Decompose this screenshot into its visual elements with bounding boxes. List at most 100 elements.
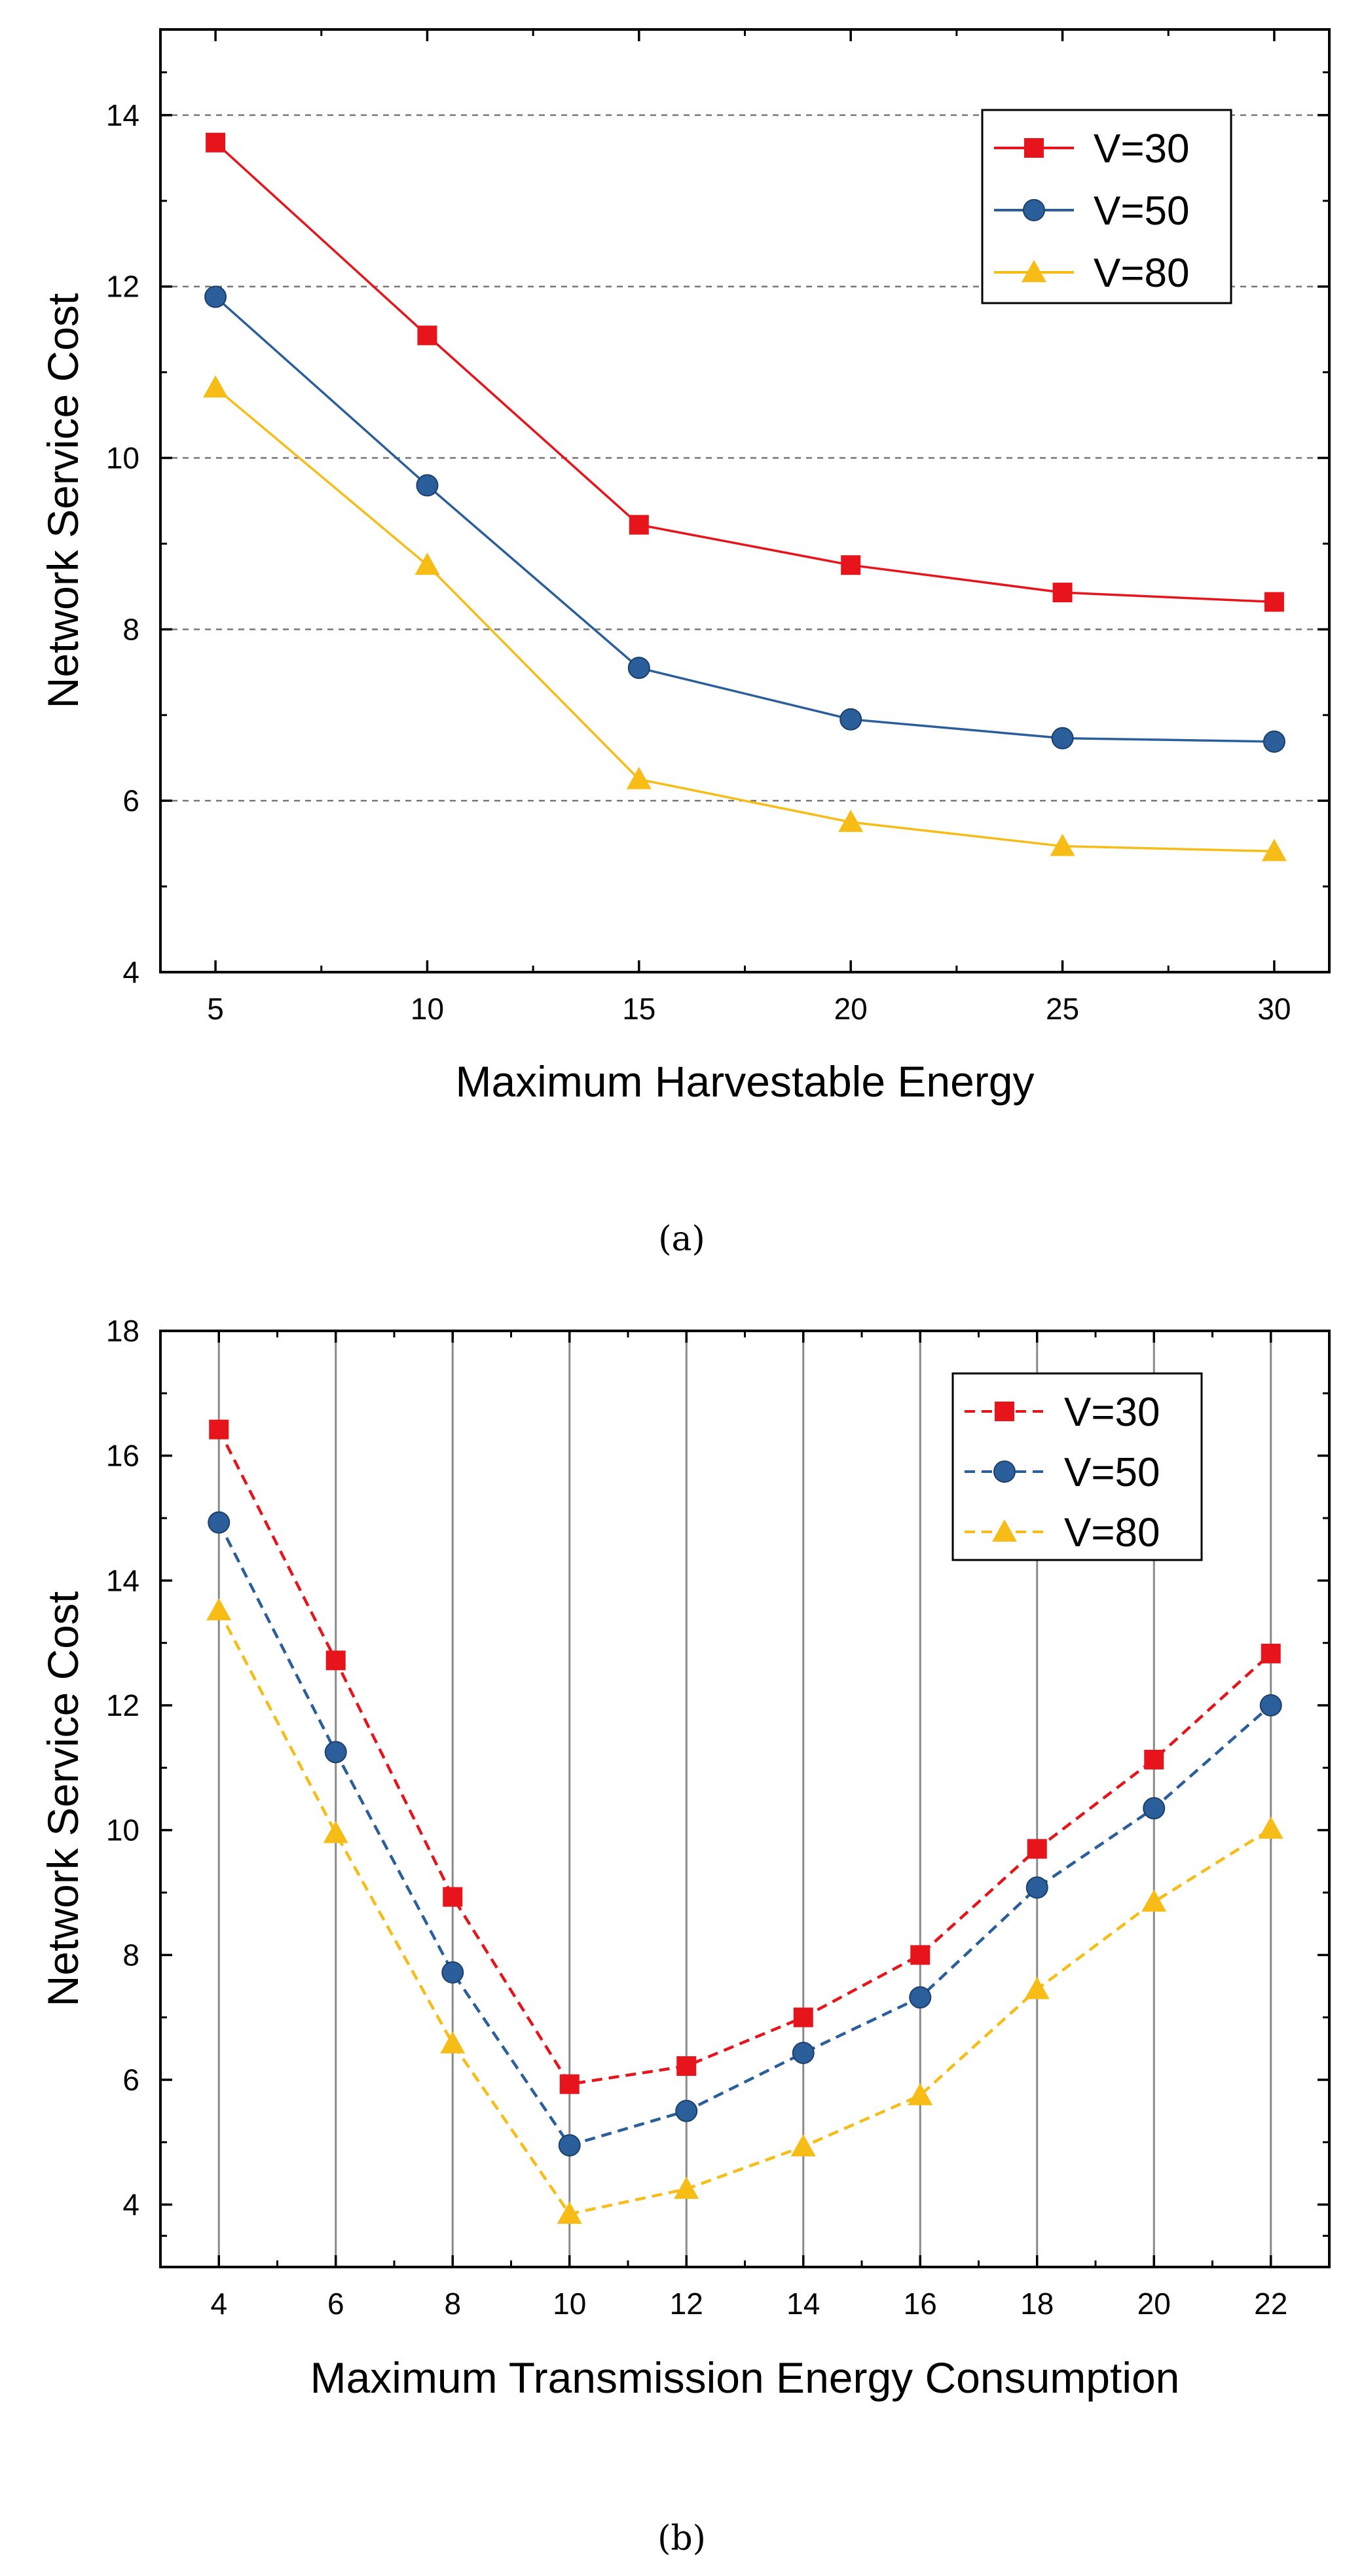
panel-a-legend-label-v30: V=30 xyxy=(1094,126,1190,172)
panel-a-y-axis-title: Network Service Cost xyxy=(39,293,87,709)
panel-b-legend-label-v30: V=30 xyxy=(1064,1390,1160,1435)
panel-b-legend-marker-v50 xyxy=(993,1460,1016,1483)
panel-b-point-v30-18 xyxy=(1027,1839,1047,1859)
panel-a-x-tick-label: 20 xyxy=(834,992,868,1026)
panel-b-point-v80-12 xyxy=(674,2176,699,2199)
panel-a-series-line-v80 xyxy=(214,386,1274,853)
panel-b-point-v50-6 xyxy=(324,1741,347,1764)
panel-a-caption: (a) xyxy=(658,1220,705,1259)
panel-a-point-v30-5 xyxy=(206,132,226,153)
panel-a-x-axis-title: Maximum Harvestable Energy xyxy=(456,1057,1035,1106)
panel-b-x-tick-label: 6 xyxy=(327,2287,344,2321)
panel-b-x-tick-label: 12 xyxy=(670,2287,703,2321)
panel-b-point-v50-10 xyxy=(558,2134,581,2157)
panel-a-y-tick-label: 14 xyxy=(106,98,139,132)
panel-a-legend-marker-v30 xyxy=(1024,138,1044,158)
panel-b-legend-box xyxy=(951,1372,1203,1561)
panel-a-point-v80-25 xyxy=(1050,833,1075,856)
panel-b-point-v50-4 xyxy=(208,1511,230,1534)
panel-b-point-v50-12 xyxy=(675,2099,698,2122)
panel-a-legend-label-v80: V=80 xyxy=(1094,251,1190,296)
panel-a-plot-frame xyxy=(159,28,1331,973)
panel-b-point-v50-20 xyxy=(1143,1797,1166,1820)
panel-b-legend: V=30 V=50 V=80 xyxy=(951,1372,1203,1561)
panel-b-y-axis-title: Network Service Cost xyxy=(39,1591,87,2007)
panel-a-point-v50-10 xyxy=(416,474,439,497)
panel-a-legend-marker-v50 xyxy=(1023,199,1045,221)
panel-b-point-v80-20 xyxy=(1141,1889,1167,1912)
panel-b-point-v30-14 xyxy=(793,2007,813,2027)
panel-a-y-tick-label: 8 xyxy=(122,612,139,646)
panel-a-x-tick-label: 15 xyxy=(622,992,655,1026)
panel-b-x-tick-label: 4 xyxy=(210,2287,227,2321)
panel-b-point-v80-22 xyxy=(1258,1816,1283,1839)
panel-b-series-line-v30 xyxy=(217,1428,1272,2086)
panel-a-chart: 5 10 15 20 25 30 4 6 8 10 12 14 Maximum Harvestable… xyxy=(39,28,1331,1259)
panel-b-point-v50-22 xyxy=(1259,1694,1282,1716)
panel-a-point-v30-20 xyxy=(841,555,861,575)
panel-a-point-v30-30 xyxy=(1264,592,1284,612)
panel-a-point-v80-10 xyxy=(415,553,440,575)
panel-b-point-v80-6 xyxy=(323,1821,348,1843)
panel-b-y-tick-label: 10 xyxy=(106,1813,139,1847)
panel-b-x-tick-label: 20 xyxy=(1137,2287,1171,2321)
panel-b-point-v30-4 xyxy=(209,1419,229,1440)
panel-b-y-tick-label: 14 xyxy=(106,1563,139,1597)
panel-b-y-tick-label: 4 xyxy=(122,2188,139,2222)
panel-b-series-line-v80 xyxy=(217,1610,1272,2216)
panel-a-point-v50-30 xyxy=(1263,730,1285,753)
panel-b-point-v80-18 xyxy=(1024,1976,1050,1999)
panel-a-legend: V=30 V=50 V=80 xyxy=(981,109,1232,304)
panel-b-x-axis-title: Maximum Transmission Energy Consumption xyxy=(310,2353,1180,2402)
panel-b-x-tick-label: 14 xyxy=(786,2287,820,2321)
panel-b-caption: (b) xyxy=(657,2519,706,2558)
panel-b-y-tick-label: 6 xyxy=(122,2063,139,2097)
panel-b-x-tick-label: 8 xyxy=(444,2287,461,2321)
panel-a-point-v30-25 xyxy=(1052,583,1073,603)
panel-b-point-v50-16 xyxy=(909,1986,932,2009)
panel-a-x-tick-label: 5 xyxy=(207,992,224,1026)
panel-b-y-tick-label: 8 xyxy=(122,1938,139,1972)
panel-b-x-tick-label: 10 xyxy=(553,2287,586,2321)
panel-b-x-tick-label: 16 xyxy=(904,2287,937,2321)
panel-a-point-v50-15 xyxy=(627,657,650,680)
panel-a-point-v80-5 xyxy=(203,375,229,398)
panel-b-point-v80-10 xyxy=(557,2201,582,2224)
panel-b-point-v30-6 xyxy=(325,1650,346,1671)
panel-a-point-v80-30 xyxy=(1261,839,1287,862)
panel-a-legend-marker-v80 xyxy=(1022,260,1046,282)
panel-b-point-v30-22 xyxy=(1261,1643,1281,1663)
panel-a-x-tick-label: 10 xyxy=(411,992,444,1026)
panel-a-legend-label-v50: V=50 xyxy=(1094,189,1190,234)
panel-a-y-tick-label: 4 xyxy=(122,955,139,989)
panel-b-y-tick-label: 12 xyxy=(106,1688,139,1722)
panel-b-chart: 4 6 8 10 12 14 16 18 20 22 4 6 8 10 12 14 16 18 Maximum T… xyxy=(39,1314,1331,2558)
panel-b-legend-marker-v30 xyxy=(995,1402,1014,1421)
panel-a-point-v50-20 xyxy=(839,708,862,731)
panel-b-point-v50-18 xyxy=(1025,1876,1048,1899)
panel-b-legend-marker-v80 xyxy=(992,1519,1017,1542)
panel-b-point-v50-8 xyxy=(441,1961,464,1984)
panel-b-point-v30-8 xyxy=(443,1887,463,1907)
panel-b-point-v80-8 xyxy=(440,2031,466,2054)
panel-a-y-tick-label: 10 xyxy=(106,441,139,475)
panel-a-point-v80-20 xyxy=(838,809,864,832)
panel-a-point-v30-10 xyxy=(417,325,437,346)
panel-b-plot-frame xyxy=(159,1330,1331,2268)
panel-b-point-v80-16 xyxy=(908,2082,933,2105)
panel-a-y-tick-label: 6 xyxy=(122,784,139,818)
panel-b-point-v80-4 xyxy=(206,1598,232,1621)
panel-b-y-tick-label: 16 xyxy=(106,1439,139,1473)
panel-b-point-v30-10 xyxy=(559,2074,580,2094)
panel-a-y-tick-label: 12 xyxy=(106,270,139,304)
panel-a-x-tick-label: 25 xyxy=(1046,992,1079,1026)
panel-b-y-tick-label: 18 xyxy=(106,1314,139,1348)
panel-b-point-v30-20 xyxy=(1144,1749,1164,1769)
panel-b-point-v80-14 xyxy=(790,2134,816,2157)
panel-a-point-v50-5 xyxy=(204,285,227,308)
panel-b-legend-label-v50: V=50 xyxy=(1064,1450,1160,1495)
panel-b-legend-label-v80: V=80 xyxy=(1064,1510,1160,1555)
panel-a-series-line-v50 xyxy=(214,296,1274,743)
panel-b-series-line-v50 xyxy=(217,1521,1272,2147)
